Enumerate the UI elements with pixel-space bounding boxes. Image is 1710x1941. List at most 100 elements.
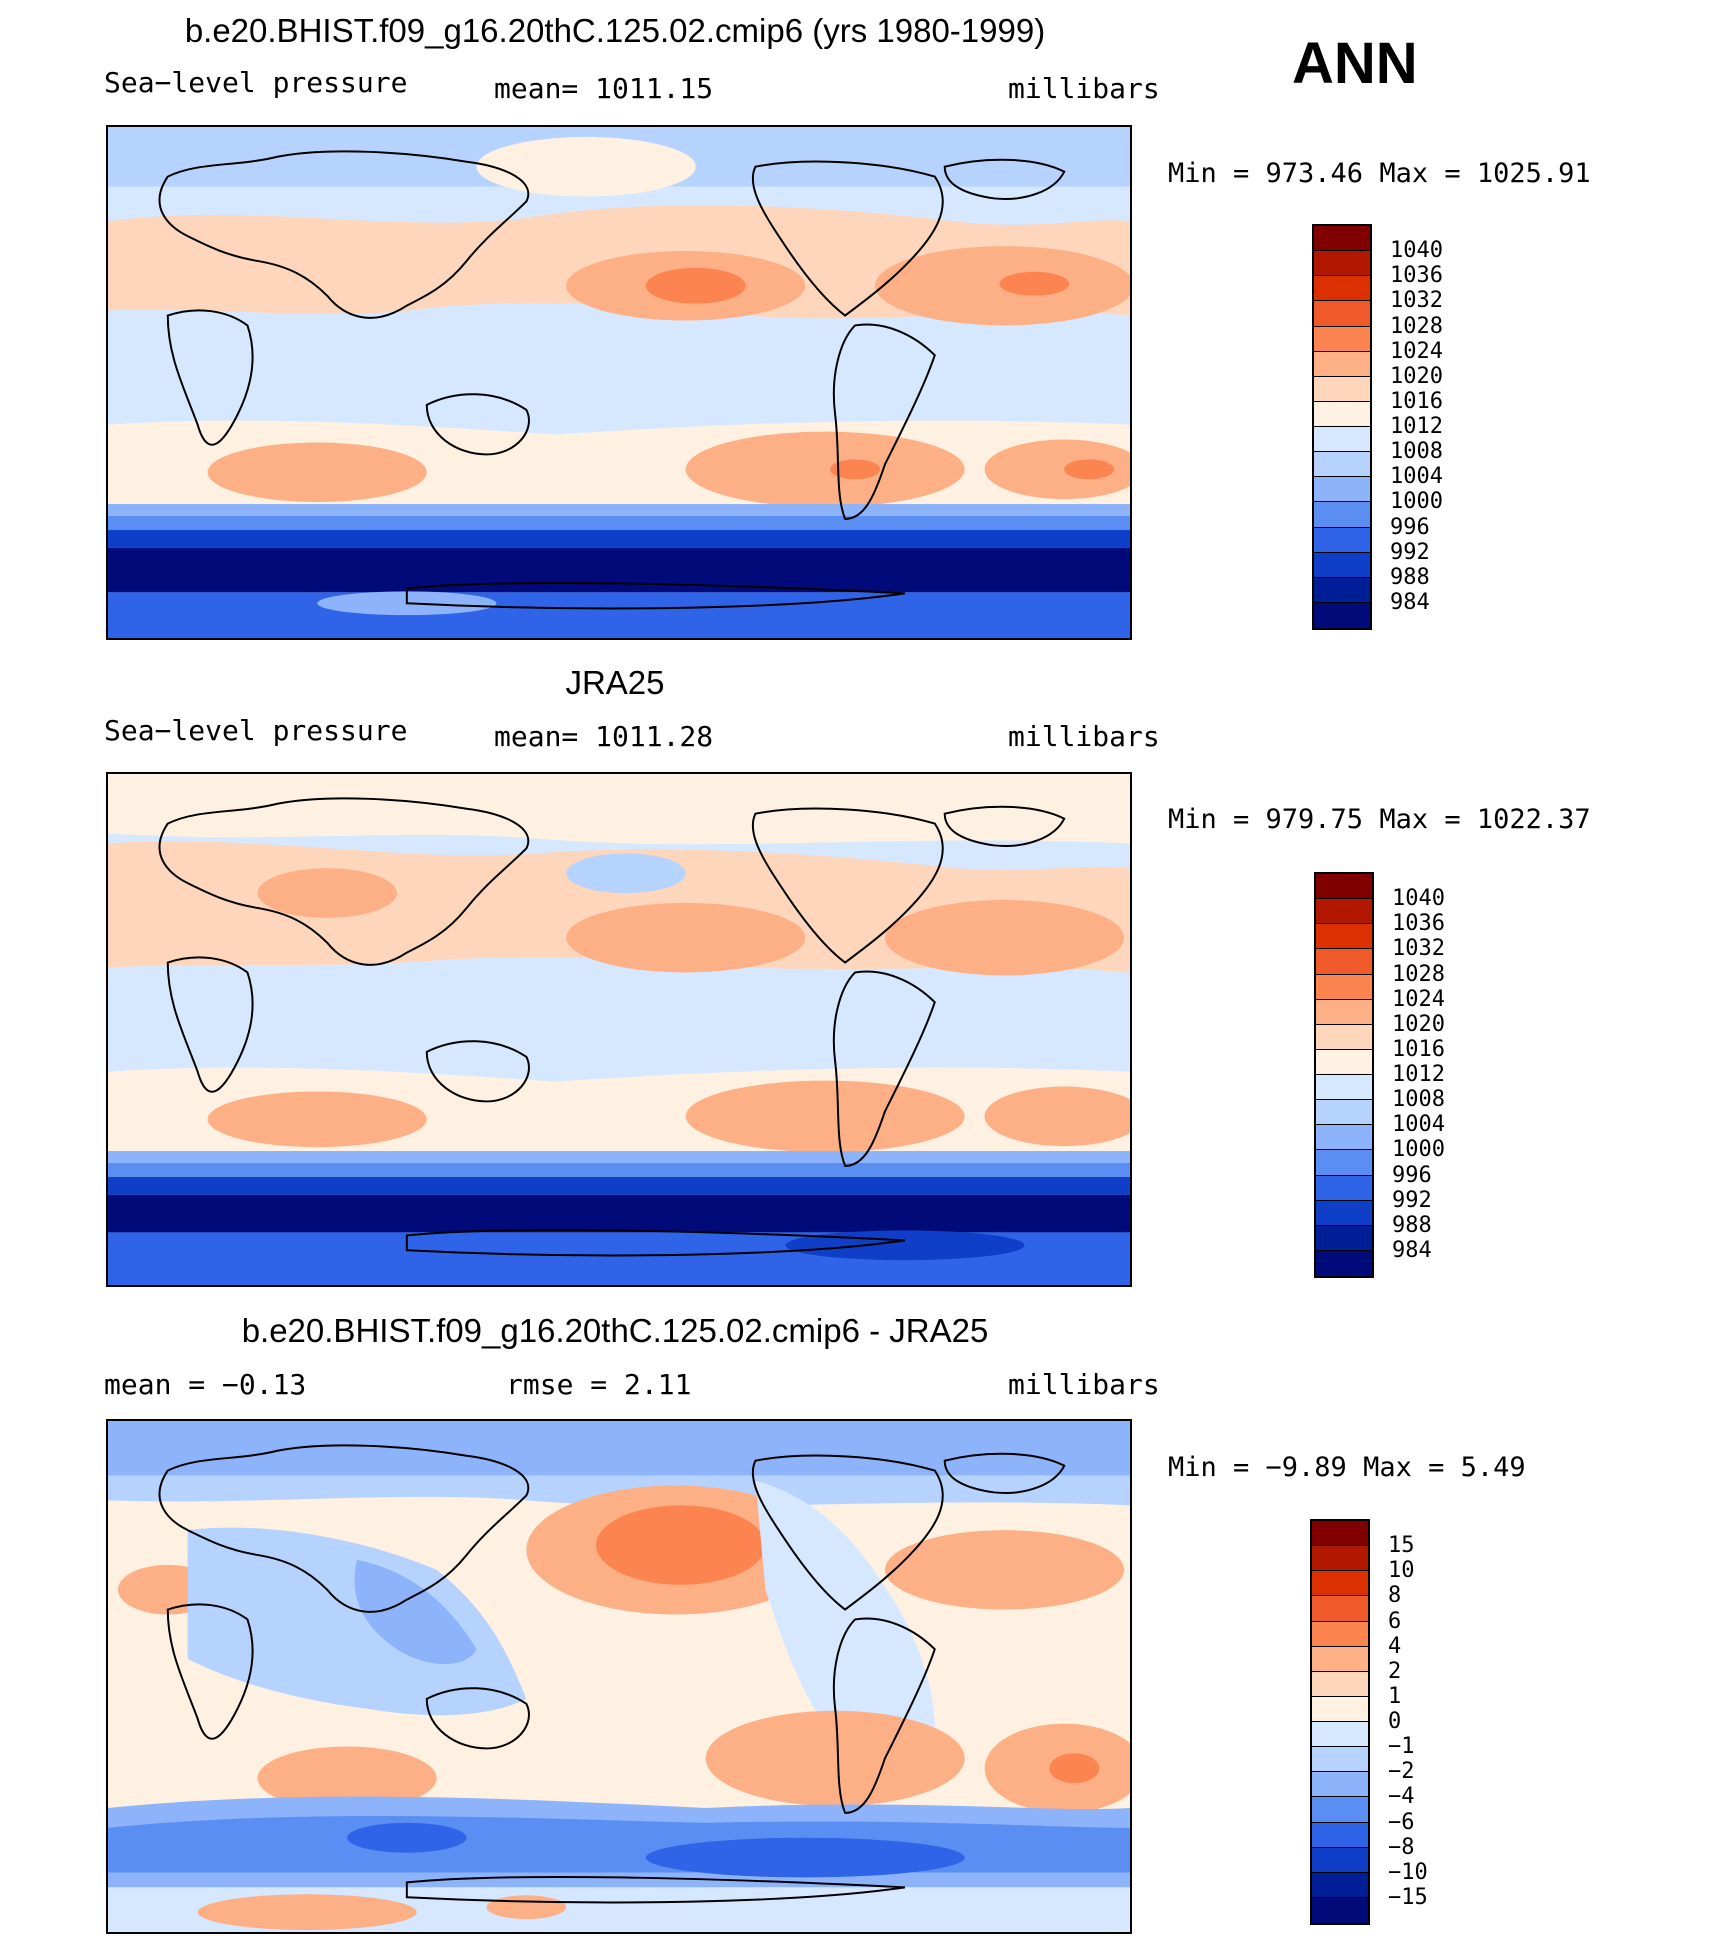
colorbar-level-label: 1004 [1390, 464, 1443, 490]
colorbar-level-label: 1036 [1390, 263, 1443, 289]
colorbar-swatch [1312, 1747, 1368, 1773]
colorbar-level-label: 4 [1388, 1633, 1402, 1659]
colorbar-swatch [1316, 1049, 1372, 1075]
colorbar-level-label: 15 [1388, 1533, 1415, 1559]
panel-2-units-label: millibars [1008, 720, 1160, 753]
panel-1-title: b.e20.BHIST.f09_g16.20thC.125.02.cmip6 (… [184, 12, 1046, 49]
colorbar-swatch [1312, 1571, 1368, 1597]
colorbar-level-label: −6 [1388, 1809, 1415, 1835]
panel-3-title: b.e20.BHIST.f09_g16.20thC.125.02.cmip6 -… [241, 1312, 989, 1349]
panel-2-mean-label: mean= 1011.28 [494, 720, 714, 753]
colorbar-swatch [1312, 1772, 1368, 1798]
colorbar-swatch [1316, 1075, 1372, 1101]
colorbar-swatch [1312, 1671, 1368, 1697]
colorbar-swatch [1314, 427, 1370, 453]
colorbar-swatch [1314, 502, 1370, 528]
colorbar-level-label: 1000 [1392, 1137, 1445, 1163]
colorbar-swatch [1314, 527, 1370, 553]
colorbar-level-label: 1032 [1392, 936, 1445, 962]
colorbar-level-label: 1028 [1392, 961, 1445, 987]
colorbar-level-label: 1040 [1392, 886, 1445, 912]
colorbar-swatch [1312, 1596, 1368, 1622]
panel-2-map-svg [108, 774, 1130, 1285]
colorbar-swatch [1312, 1872, 1368, 1898]
colorbar-level-label: 1004 [1392, 1112, 1445, 1138]
colorbar-level-label: 1024 [1392, 986, 1445, 1012]
colorbar-swatch [1314, 577, 1370, 603]
colorbar-level-label: 984 [1390, 589, 1430, 615]
colorbar-level-label: 0 [1388, 1709, 1402, 1734]
colorbar-level-label: 6 [1388, 1608, 1402, 1634]
panel-3-rmse-label: rmse = 2.11 [506, 1368, 692, 1401]
panel-2-colorbar [1314, 872, 1374, 1278]
colorbar-swatch [1312, 1546, 1368, 1572]
panel-3-units-label: millibars [1008, 1368, 1160, 1401]
colorbar-swatch [1314, 452, 1370, 478]
colorbar-swatch [1312, 1847, 1368, 1873]
colorbar-swatch [1312, 1621, 1368, 1647]
colorbar-level-label: 996 [1392, 1162, 1432, 1188]
colorbar-swatch [1312, 1897, 1368, 1923]
colorbar-swatch [1312, 1822, 1368, 1848]
panel-1-minmax: Min = 973.46 Max = 1025.91 [1168, 158, 1591, 189]
panel-3-map [106, 1419, 1132, 1934]
panel-3-mean-label: mean = −0.13 [104, 1368, 307, 1401]
panel-3-map-svg [108, 1421, 1130, 1932]
colorbar-level-label: 1024 [1390, 338, 1443, 364]
colorbar-level-label: 1040 [1390, 238, 1443, 264]
colorbar-swatch [1314, 552, 1370, 578]
colorbar-level-label: −1 [1388, 1734, 1415, 1760]
colorbar-level-label: 8 [1388, 1583, 1402, 1609]
panel-3-minmax: Min = −9.89 Max = 5.49 [1168, 1452, 1526, 1483]
colorbar-swatch [1316, 1100, 1372, 1126]
colorbar-level-label: 1036 [1392, 911, 1445, 937]
colorbar-swatch [1314, 276, 1370, 302]
panel-1-units-label: millibars [1008, 72, 1160, 105]
colorbar-level-label: −4 [1388, 1784, 1415, 1810]
colorbar-level-label: 1000 [1390, 489, 1443, 515]
panel-2-title: JRA25 [565, 664, 665, 701]
colorbar-swatch [1316, 1150, 1372, 1176]
colorbar-level-label: 992 [1392, 1187, 1432, 1213]
colorbar-swatch [1316, 924, 1372, 950]
colorbar-swatch [1316, 1125, 1372, 1151]
colorbar-swatch [1316, 1024, 1372, 1050]
colorbar-level-label: 992 [1390, 539, 1430, 565]
colorbar-swatch [1316, 974, 1372, 1000]
panel-1-mean-label: mean= 1011.15 [494, 72, 714, 105]
colorbar-level-label: 1020 [1390, 363, 1443, 389]
colorbar-swatch [1314, 251, 1370, 277]
colorbar-swatch [1314, 401, 1370, 427]
colorbar-level-label: 1008 [1392, 1087, 1445, 1113]
colorbar-level-label: 2 [1388, 1658, 1402, 1684]
colorbar-swatch [1316, 999, 1372, 1025]
colorbar-swatch [1312, 1722, 1368, 1748]
colorbar-swatch [1314, 376, 1370, 402]
colorbar-level-label: 1012 [1390, 414, 1443, 439]
colorbar-level-label: 1 [1388, 1683, 1402, 1709]
colorbar-swatch [1314, 602, 1370, 628]
colorbar-level-label: 1020 [1392, 1011, 1445, 1037]
colorbar-level-label: 1016 [1392, 1036, 1445, 1062]
colorbar-swatch [1314, 477, 1370, 503]
colorbar-level-label: −15 [1388, 1884, 1428, 1910]
colorbar-swatch [1312, 1797, 1368, 1823]
panel-2-minmax: Min = 979.75 Max = 1022.37 [1168, 804, 1591, 835]
panel-2-variable-label: Sea−level pressure [104, 714, 408, 747]
panel-1-map [106, 125, 1132, 640]
colorbar-swatch [1316, 1225, 1372, 1251]
colorbar-level-label: 1016 [1390, 388, 1443, 414]
colorbar-swatch [1316, 899, 1372, 925]
colorbar-level-label: 988 [1392, 1212, 1432, 1238]
colorbar-level-label: 996 [1390, 514, 1430, 540]
colorbar-swatch [1314, 351, 1370, 377]
panel-3-colorbar [1310, 1519, 1370, 1925]
colorbar-swatch [1316, 949, 1372, 975]
colorbar-swatch [1312, 1646, 1368, 1672]
colorbar-level-label: 984 [1392, 1237, 1432, 1263]
colorbar-level-label: 1012 [1392, 1062, 1445, 1087]
panel-1-colorbar [1312, 224, 1372, 630]
colorbar-level-label: −8 [1388, 1834, 1415, 1860]
colorbar-swatch [1312, 1696, 1368, 1722]
colorbar-level-label: −2 [1388, 1759, 1415, 1785]
